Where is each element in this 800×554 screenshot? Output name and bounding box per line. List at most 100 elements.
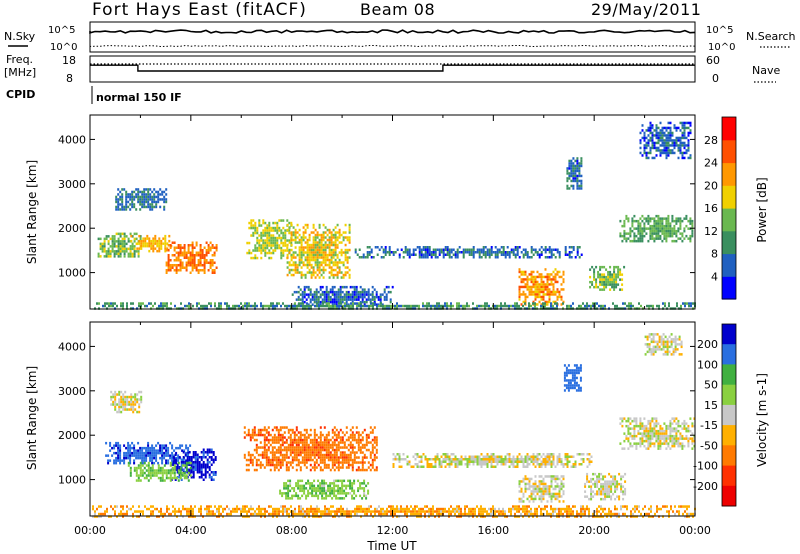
heatmap-cell: [164, 237, 167, 240]
heatmap-cell: [416, 304, 418, 308]
heatmap-cell: [689, 234, 692, 238]
heatmap-cell: [132, 302, 134, 305]
heatmap-cell: [540, 455, 543, 458]
heatmap-cell: [339, 487, 342, 490]
heatmap-cell: [334, 238, 337, 242]
heatmap-cell: [164, 234, 167, 238]
heatmap-cell: [301, 479, 304, 483]
heatmap-cell: [144, 304, 146, 308]
heatmap-cell: [160, 302, 162, 305]
heatmap-cell: [627, 217, 630, 220]
heatmap-cell: [165, 249, 168, 252]
heatmap-cell: [434, 465, 437, 468]
heatmap-cell: [165, 474, 168, 477]
heatmap-cell: [333, 438, 336, 442]
heatmap-cell: [609, 275, 612, 279]
heatmap-cell: [540, 273, 543, 276]
heatmap-cell: [331, 290, 334, 294]
heatmap-cell: [687, 121, 690, 125]
heatmap-cell: [361, 436, 364, 439]
heatmap-cell: [649, 131, 652, 135]
heatmap-cell: [323, 482, 326, 485]
heatmap-cell: [647, 141, 650, 145]
heatmap-cell: [196, 461, 199, 464]
heatmap-cell: [114, 405, 117, 409]
heatmap-cell: [645, 141, 648, 145]
heatmap-cell: [104, 304, 106, 308]
heatmap-cell: [639, 217, 642, 220]
heatmap-cell: [534, 251, 537, 254]
heatmap-cell: [426, 458, 429, 461]
heatmap-cell: [572, 463, 575, 466]
heatmap-cell: [303, 438, 306, 442]
heatmap-cell: [331, 428, 334, 432]
heatmap-cell: [185, 459, 188, 462]
heatmap-cell: [502, 248, 505, 251]
heatmap-cell: [341, 451, 344, 454]
heatmap-cell: [657, 139, 660, 142]
heatmap-cell: [599, 273, 602, 276]
heatmap-cell: [286, 256, 289, 259]
heatmap-cell: [476, 251, 479, 254]
heatmap-cell: [630, 304, 632, 308]
heatmap-cell: [266, 246, 269, 250]
heatmap-cell: [297, 484, 300, 488]
heatmap-cell: [345, 295, 348, 299]
heatmap-cell: [266, 224, 269, 227]
heatmap-cell: [181, 444, 184, 447]
heatmap-cell: [580, 179, 583, 183]
heatmap-cell: [121, 250, 124, 253]
heatmap-cell: [129, 193, 132, 196]
heatmap-cell: [151, 449, 154, 452]
heatmap-cell: [264, 231, 267, 235]
heatmap-cell: [316, 268, 319, 272]
heatmap-cell: [185, 256, 188, 259]
heatmap-cell: [619, 288, 622, 291]
heatmap-cell: [440, 248, 443, 251]
heatmap-cell: [295, 433, 298, 437]
heatmap-cell: [167, 471, 170, 475]
heatmap-cell: [198, 456, 201, 459]
heatmap-cell: [147, 449, 150, 452]
heatmap-cell: [303, 484, 306, 488]
heatmap-cell: [181, 264, 184, 267]
heatmap-cell: [269, 451, 272, 454]
heatmap-cell: [538, 275, 541, 279]
heatmap-cell: [689, 219, 692, 223]
heatmap-cell: [109, 250, 112, 253]
heatmap-cell: [275, 466, 278, 469]
heatmap-cell: [317, 484, 320, 488]
heatmap-cell: [330, 243, 333, 247]
heatmap-cell: [199, 264, 202, 267]
heatmap-cell: [452, 453, 455, 456]
heatmap-cell: [341, 492, 344, 495]
heatmap-cell: [589, 280, 592, 284]
heatmap-cell: [470, 248, 473, 251]
heatmap-cell: [655, 154, 658, 157]
heatmap-cell: [295, 456, 298, 459]
heatmap-cell: [185, 451, 188, 455]
heatmap-cell: [442, 253, 445, 256]
heatmap-cell: [281, 463, 284, 467]
heatmap-cell: [319, 433, 322, 437]
heatmap-cell: [300, 253, 303, 257]
heatmap-cell: [210, 302, 212, 305]
heatmap-cell: [200, 476, 203, 479]
beam-title: Beam 08: [360, 0, 435, 19]
heatmap-cell: [524, 465, 527, 468]
heatmap-cell: [659, 219, 662, 223]
heatmap-cell: [160, 242, 163, 245]
heatmap-cell: [133, 255, 136, 258]
heatmap-cell: [143, 446, 146, 450]
heatmap-cell: [649, 129, 652, 132]
heatmap-cell: [121, 247, 124, 251]
heatmap-cell: [274, 221, 277, 225]
heatmap-cell: [119, 451, 122, 455]
heatmap-cell: [582, 453, 585, 456]
heatmap-cell: [319, 426, 322, 429]
heatmap-cell: [117, 446, 120, 450]
heatmap-cell: [655, 234, 658, 238]
heatmap-cell: [121, 208, 124, 211]
heatmap-cell: [270, 234, 273, 237]
heatmap-cell: [167, 249, 170, 252]
